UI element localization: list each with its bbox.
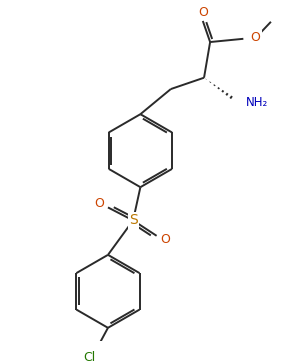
Text: O: O xyxy=(251,31,260,44)
Text: S: S xyxy=(129,214,138,227)
Text: NH₂: NH₂ xyxy=(246,96,268,109)
Text: O: O xyxy=(161,233,170,247)
Text: O: O xyxy=(198,5,208,18)
Text: Cl: Cl xyxy=(83,351,95,362)
Text: O: O xyxy=(94,197,104,210)
